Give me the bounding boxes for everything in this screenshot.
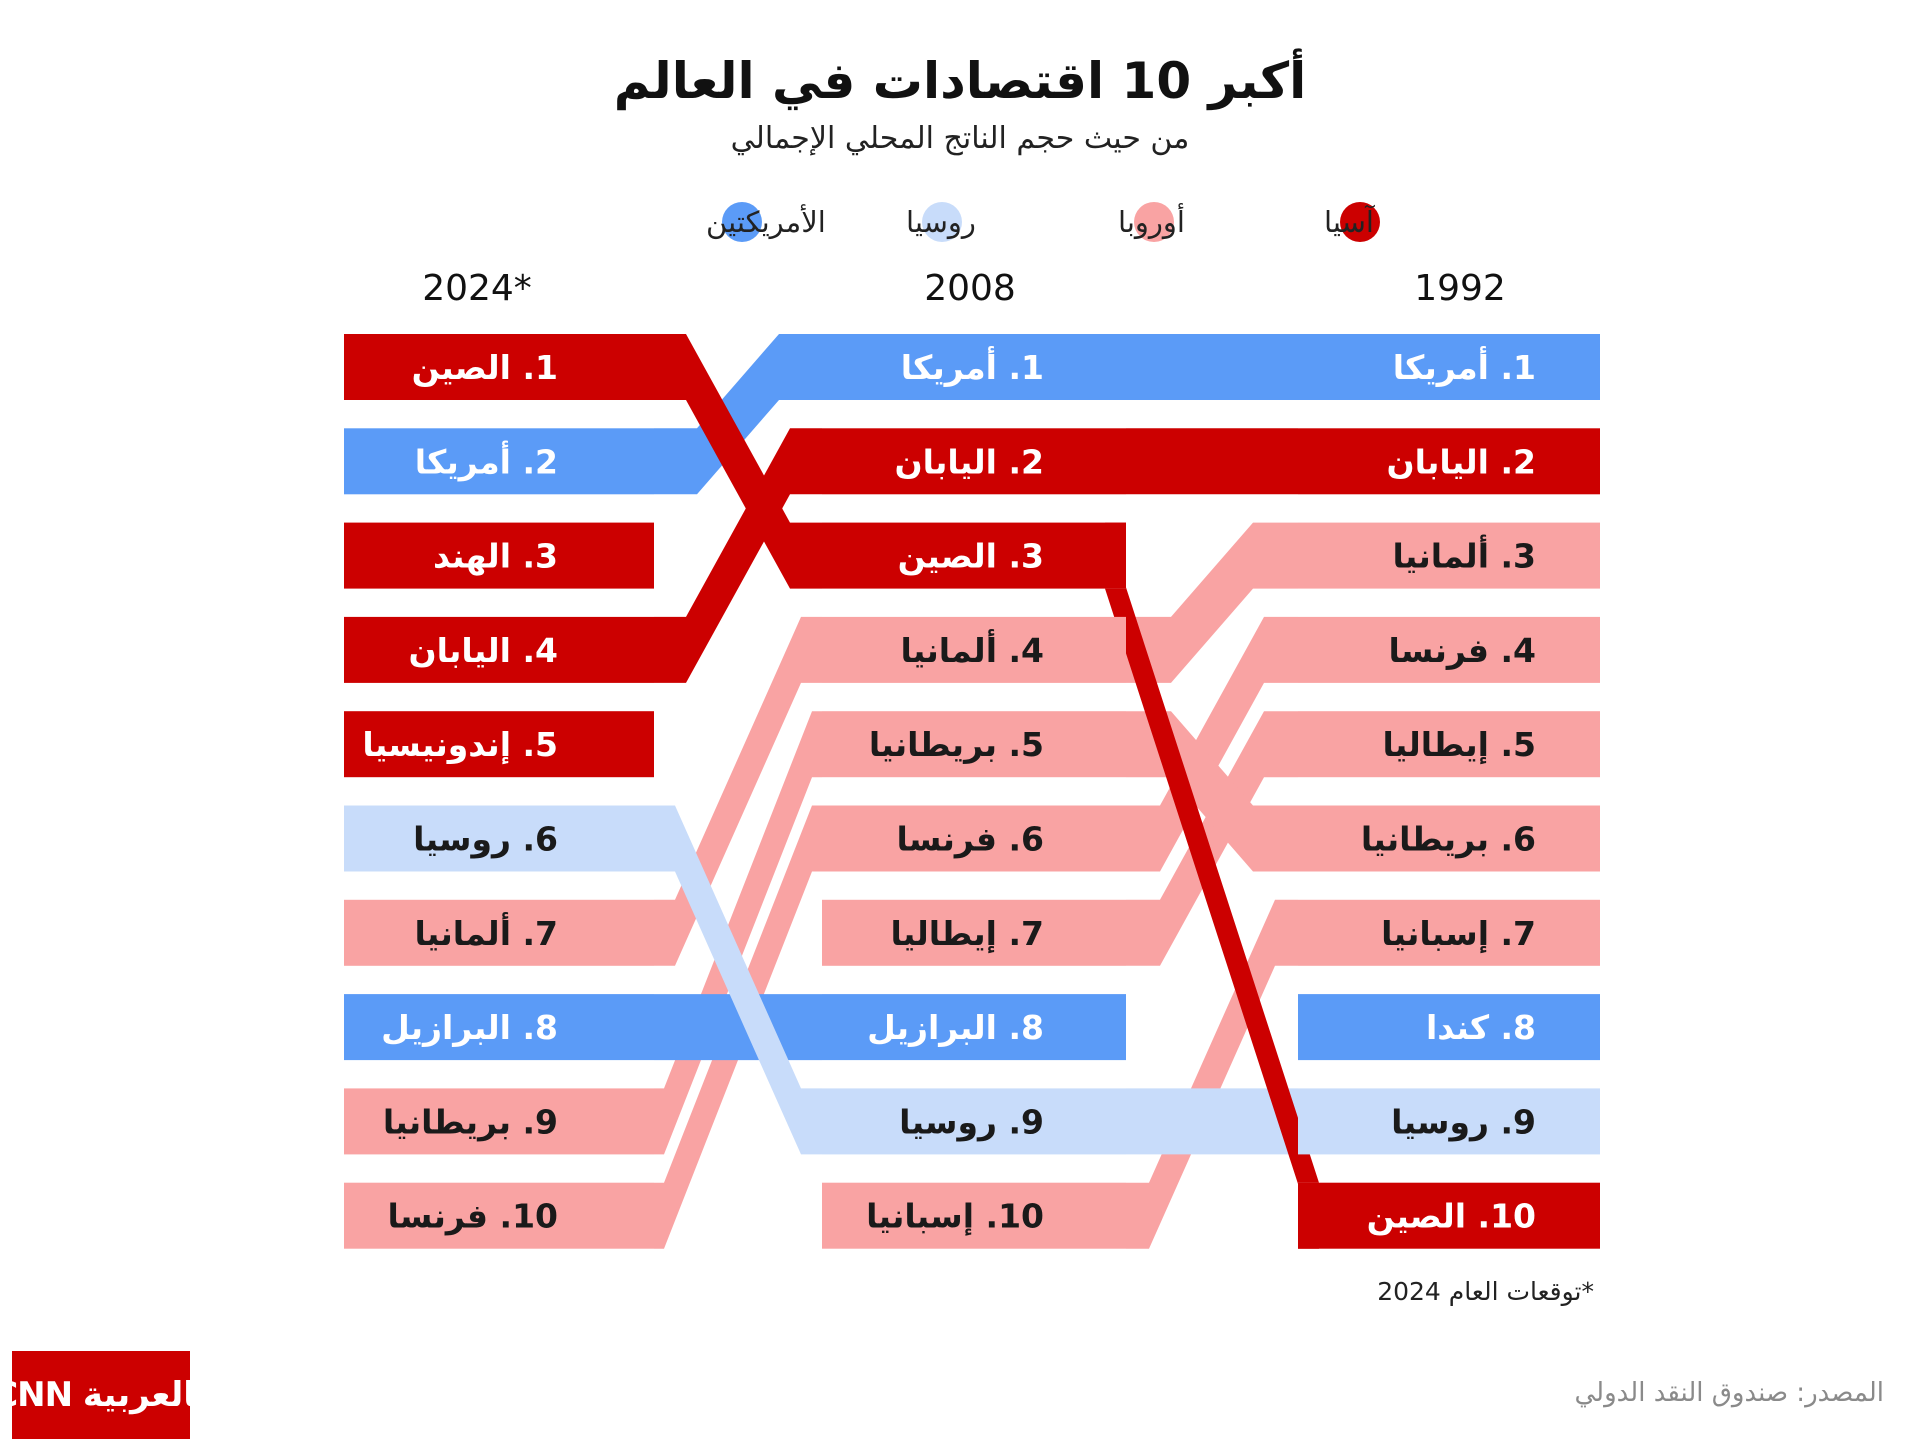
rank-bar-2-8 bbox=[344, 1088, 654, 1155]
rank-bar-0-8 bbox=[1298, 1088, 1600, 1155]
rank-bar-2-5 bbox=[344, 805, 654, 872]
legend-item-asia: آسيا bbox=[1324, 202, 1380, 242]
logo-text: CNN بالعربية bbox=[0, 1375, 210, 1415]
rank-label-0-8: 9. روسيا bbox=[1391, 1102, 1536, 1142]
cnn-arabic-logo: CNN بالعربية bbox=[0, 1351, 210, 1439]
rank-label-2-1: 2. أمريكا bbox=[415, 440, 558, 482]
rank-label-0-0: 1. أمريكا bbox=[1393, 346, 1536, 388]
ribbon-asia-1-2 bbox=[654, 334, 822, 589]
rank-label-0-9: 10. الصين bbox=[1367, 1197, 1536, 1237]
rank-label-2-6: 7. ألمانيا bbox=[415, 912, 558, 953]
ribbon-russia-0-8 bbox=[1126, 1088, 1298, 1155]
rank-label-2-3: 4. اليابان bbox=[408, 631, 558, 670]
year-header-0: 1992 bbox=[1414, 268, 1506, 309]
rank-label-1-7: 8. البرازيل bbox=[867, 1008, 1044, 1048]
legend: آسيا أوروبا روسيا الأمريكتين bbox=[706, 202, 1380, 242]
rank-label-0-2: 3. ألمانيا bbox=[1393, 535, 1536, 576]
rank-label-1-4: 5. بريطانيا bbox=[869, 725, 1044, 765]
rank-bar-1-5 bbox=[822, 805, 1126, 872]
rank-bar-2-7 bbox=[344, 994, 654, 1061]
ribbon-russia-1-8 bbox=[654, 805, 822, 1155]
legend-label-americas: الأمريكتين bbox=[706, 203, 826, 239]
rank-bar-2-3 bbox=[344, 616, 654, 683]
legend-label-russia: روسيا bbox=[906, 205, 976, 239]
rank-bar-0-3 bbox=[1298, 616, 1600, 683]
rank-bar-1-2 bbox=[822, 522, 1126, 589]
rank-bar-1-0 bbox=[822, 334, 1126, 400]
rank-bar-1-3 bbox=[822, 616, 1126, 683]
rank-label-0-5: 6. بريطانيا bbox=[1361, 820, 1536, 860]
rank-label-1-2: 3. الصين bbox=[898, 537, 1044, 577]
ribbon-asia-1-1 bbox=[654, 428, 822, 683]
rank-label-2-5: 6. روسيا bbox=[413, 820, 558, 860]
rank-bar-0-6 bbox=[1298, 899, 1600, 966]
rank-bar-1-4 bbox=[822, 711, 1126, 778]
rank-label-2-2: 3. الهند bbox=[433, 537, 558, 577]
ribbon-americas-1-0 bbox=[654, 334, 822, 495]
rank-label-2-7: 8. البرازيل bbox=[381, 1008, 558, 1048]
ribbon-europe-0-3 bbox=[1126, 616, 1298, 872]
rank-label-1-3: 4. ألمانيا bbox=[901, 629, 1044, 670]
rank-label-1-0: 1. أمريكا bbox=[901, 346, 1044, 388]
legend-swatch-asia bbox=[1340, 202, 1380, 242]
chart-subtitle: من حيث حجم الناتج المحلي الإجمالي bbox=[731, 121, 1190, 156]
ribbon-asia-0-9 bbox=[1105, 522, 1319, 1249]
ribbon-europe-0-2 bbox=[1126, 522, 1298, 683]
year-header-1: 2008 bbox=[924, 268, 1016, 309]
rank-label-1-1: 2. اليابان bbox=[894, 442, 1044, 481]
legend-item-russia: روسيا bbox=[906, 202, 976, 242]
ribbon-asia-0-1 bbox=[1126, 428, 1298, 495]
rank-bars: 1. أمريكا 2. اليابان 3. ألمانيا 4. فرنسا 5. … bbox=[344, 334, 1600, 1249]
rank-bar-2-1 bbox=[344, 428, 654, 495]
ribbon-americas-0-0 bbox=[1126, 334, 1298, 400]
rank-label-0-6: 7. إسبانيا bbox=[1381, 914, 1536, 954]
rank-bar-0-7 bbox=[1298, 994, 1600, 1061]
rank-bar-2-2 bbox=[344, 522, 654, 589]
year-header-2: 2024* bbox=[422, 268, 532, 309]
legend-label-europe: أوروبا bbox=[1118, 202, 1185, 239]
rank-bar-1-9 bbox=[822, 1182, 1126, 1249]
rank-bar-1-6 bbox=[822, 899, 1126, 966]
rank-bar-1-7 bbox=[822, 994, 1126, 1061]
rank-label-2-4: 5. إندونيسيا bbox=[362, 725, 558, 765]
rank-label-1-5: 6. فرنسا bbox=[897, 820, 1045, 860]
year-headers: 1992 2008 2024* bbox=[422, 268, 1506, 309]
rank-label-2-9: 10. فرنسا bbox=[388, 1197, 558, 1237]
rank-bar-2-6 bbox=[344, 899, 654, 966]
legend-swatch-russia bbox=[922, 202, 962, 242]
source-note: المصدر: صندوق النقد الدولي bbox=[1574, 1378, 1884, 1408]
rank-bar-0-4 bbox=[1298, 711, 1600, 778]
rank-bar-2-4 bbox=[344, 711, 654, 778]
rank-label-0-7: 8. كندا bbox=[1426, 1008, 1536, 1047]
rank-label-1-6: 7. إيطاليا bbox=[891, 914, 1045, 954]
legend-item-americas: الأمريكتين bbox=[706, 202, 826, 242]
rank-label-2-8: 9. بريطانيا bbox=[383, 1102, 558, 1142]
legend-swatch-americas bbox=[722, 202, 762, 242]
rank-label-1-9: 10. إسبانيا bbox=[866, 1197, 1044, 1237]
ribbons bbox=[654, 334, 1319, 1249]
footnote: *توقعات العام 2024 bbox=[1377, 1277, 1594, 1306]
legend-label-asia: آسيا bbox=[1324, 204, 1376, 239]
rank-label-0-3: 4. فرنسا bbox=[1389, 631, 1537, 671]
rank-bar-2-0 bbox=[344, 334, 654, 400]
ribbon-europe-0-4 bbox=[1126, 711, 1298, 966]
rank-bar-0-9 bbox=[1298, 1182, 1600, 1249]
rank-label-0-1: 2. اليابان bbox=[1386, 442, 1536, 481]
rank-label-1-8: 9. روسيا bbox=[899, 1102, 1044, 1142]
rank-bar-0-2 bbox=[1298, 522, 1600, 589]
rank-label-0-4: 5. إيطاليا bbox=[1383, 725, 1537, 765]
rank-bar-2-9 bbox=[344, 1182, 654, 1249]
rank-bar-0-1 bbox=[1298, 428, 1600, 495]
rank-bar-0-5 bbox=[1298, 805, 1600, 872]
rank-bar-1-1 bbox=[822, 428, 1126, 495]
legend-item-europe: أوروبا bbox=[1118, 202, 1185, 242]
rank-bar-0-0 bbox=[1298, 334, 1600, 400]
legend-swatch-europe bbox=[1134, 202, 1174, 242]
rank-bar-1-8 bbox=[822, 1088, 1126, 1155]
chart-title: أكبر 10 اقتصادات في العالم bbox=[614, 48, 1307, 111]
rank-label-2-0: 1. الصين bbox=[412, 348, 558, 388]
